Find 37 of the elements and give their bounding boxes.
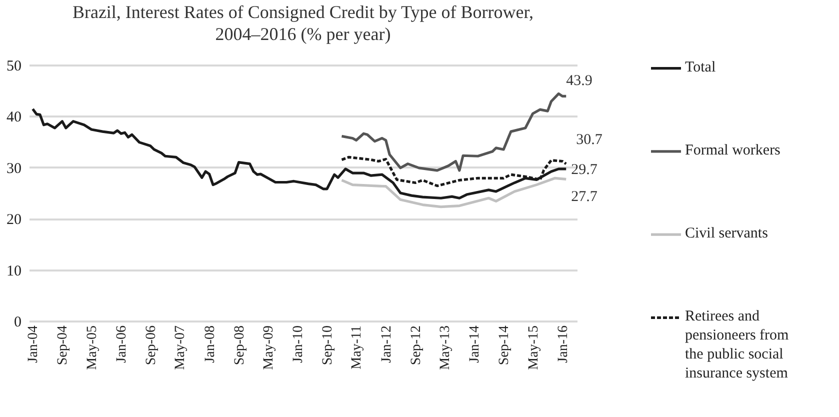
legend-label: Formal workers xyxy=(685,142,781,158)
x-tick-label: May-11 xyxy=(350,326,365,370)
legend-label: Total xyxy=(685,59,716,76)
x-tick-label: Sep-14 xyxy=(497,326,512,366)
x-tick-label: May-09 xyxy=(262,326,277,370)
y-tick-label: 30 xyxy=(6,160,22,177)
y-tick-label: 0 xyxy=(14,314,22,330)
x-tick-label: Jan-10 xyxy=(291,326,306,363)
y-tick-label: 10 xyxy=(6,263,22,280)
legend-label: Retirees and pensioneers from the public social insurance system xyxy=(685,308,790,382)
annotation: 29.7 xyxy=(571,162,598,178)
line-series xyxy=(340,92,568,172)
x-tick-label: Sep-12 xyxy=(408,326,424,366)
chart-title: Brazil, Interest Rates of Consigned Credit by Type of Borrower, 2004–2016 (% per year) xyxy=(72,2,534,44)
y-tick-label: 40 xyxy=(6,110,22,126)
line-series xyxy=(340,176,568,208)
x-tick-label: Sep-06 xyxy=(144,326,159,366)
annotation: 27.7 xyxy=(571,189,598,206)
x-tick-label: Sep-08 xyxy=(232,326,248,366)
y-tick-label: 20 xyxy=(6,212,22,228)
line-series xyxy=(31,108,568,200)
x-tick-label: May-13 xyxy=(438,326,454,370)
x-tick-label: May-05 xyxy=(84,326,100,370)
x-tick-label: Sep-10 xyxy=(320,326,336,366)
x-tick-label: Jan-06 xyxy=(114,326,130,363)
x-tick-label: May-07 xyxy=(173,326,188,370)
x-tick-label: Jan-04 xyxy=(26,326,42,363)
x-tick-label: Jan-12 xyxy=(379,326,394,363)
annotation: 43.9 xyxy=(566,73,592,90)
legend-label: Civil servants xyxy=(685,226,768,242)
x-tick-label: Jan-16 xyxy=(556,326,571,363)
x-tick-label: Sep-04 xyxy=(56,326,71,366)
x-tick-label: Jan-08 xyxy=(202,326,218,363)
y-tick-label: 50 xyxy=(6,58,22,74)
x-tick-label: May-15 xyxy=(526,326,542,370)
x-tick-label: Jan-14 xyxy=(468,326,483,363)
annotation: 30.7 xyxy=(576,132,603,148)
